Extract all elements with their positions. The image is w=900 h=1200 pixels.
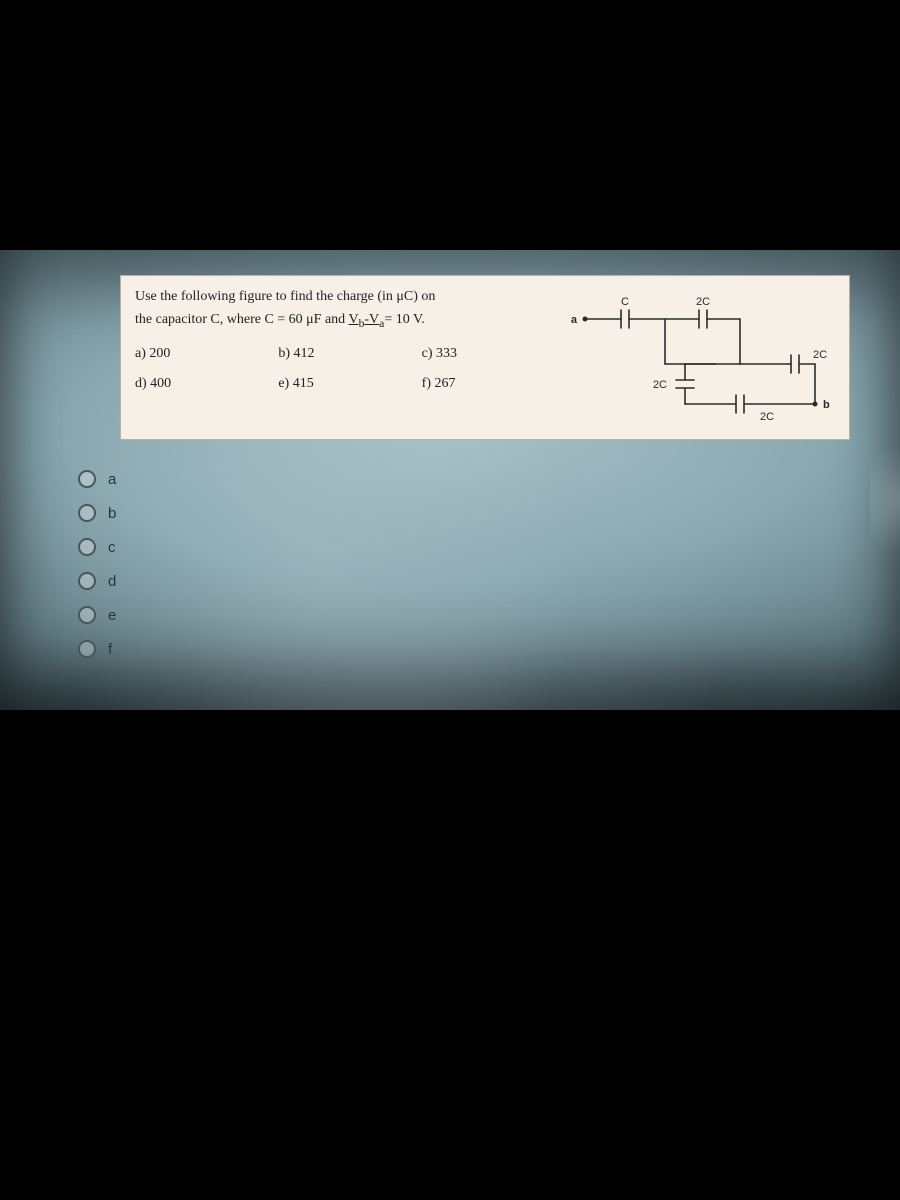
svg-text:a: a xyxy=(571,314,578,326)
radio-option-a[interactable]: a xyxy=(78,470,116,488)
radio-option-b[interactable]: b xyxy=(78,504,116,522)
radio-label: f xyxy=(108,641,112,658)
radio-icon xyxy=(78,538,96,556)
choice-e: e) 415 xyxy=(278,376,421,392)
choice-b: b) 412 xyxy=(278,346,421,362)
svg-text:2C: 2C xyxy=(760,411,774,423)
radio-icon xyxy=(78,470,96,488)
question-text-column: Use the following figure to find the cha… xyxy=(135,286,565,429)
radio-label: b xyxy=(108,505,116,522)
svg-text:b: b xyxy=(823,399,830,411)
svg-text:2C: 2C xyxy=(653,379,667,391)
choice-c: c) 333 xyxy=(422,346,565,362)
radio-label: d xyxy=(108,573,116,590)
question-line-2: the capacitor C, where C = 60 μF and Vb-… xyxy=(135,309,565,332)
question-box: Use the following figure to find the cha… xyxy=(120,275,850,440)
answer-options: a b c d e f xyxy=(78,470,116,658)
radio-icon xyxy=(78,640,96,658)
svg-text:C: C xyxy=(621,296,629,308)
radio-option-e[interactable]: e xyxy=(78,606,116,624)
radio-icon xyxy=(78,572,96,590)
radio-label: e xyxy=(108,607,116,624)
radio-icon xyxy=(78,504,96,522)
choice-f: f) 267 xyxy=(422,376,565,392)
circuit-svg: a C 2C 2C 2C b 2C xyxy=(565,284,835,434)
radio-label: a xyxy=(108,471,116,488)
radio-icon xyxy=(78,606,96,624)
question-line-1: Use the following figure to find the cha… xyxy=(135,286,565,307)
question-line-2-text: the capacitor C, where C = 60 μF and Vb-… xyxy=(135,312,425,327)
choice-d: d) 400 xyxy=(135,376,278,392)
radio-option-c[interactable]: c xyxy=(78,538,116,556)
circuit-diagram: a C 2C 2C 2C b 2C xyxy=(565,286,835,429)
edge-glow xyxy=(870,430,900,570)
svg-text:2C: 2C xyxy=(696,296,710,308)
choice-grid: a) 200 b) 412 c) 333 d) 400 e) 415 f) 26… xyxy=(135,346,565,392)
choice-a: a) 200 xyxy=(135,346,278,362)
svg-text:2C: 2C xyxy=(813,349,827,361)
radio-option-f[interactable]: f xyxy=(78,640,116,658)
radio-label: c xyxy=(108,539,116,556)
screen: Use the following figure to find the cha… xyxy=(0,0,900,1200)
radio-option-d[interactable]: d xyxy=(78,572,116,590)
